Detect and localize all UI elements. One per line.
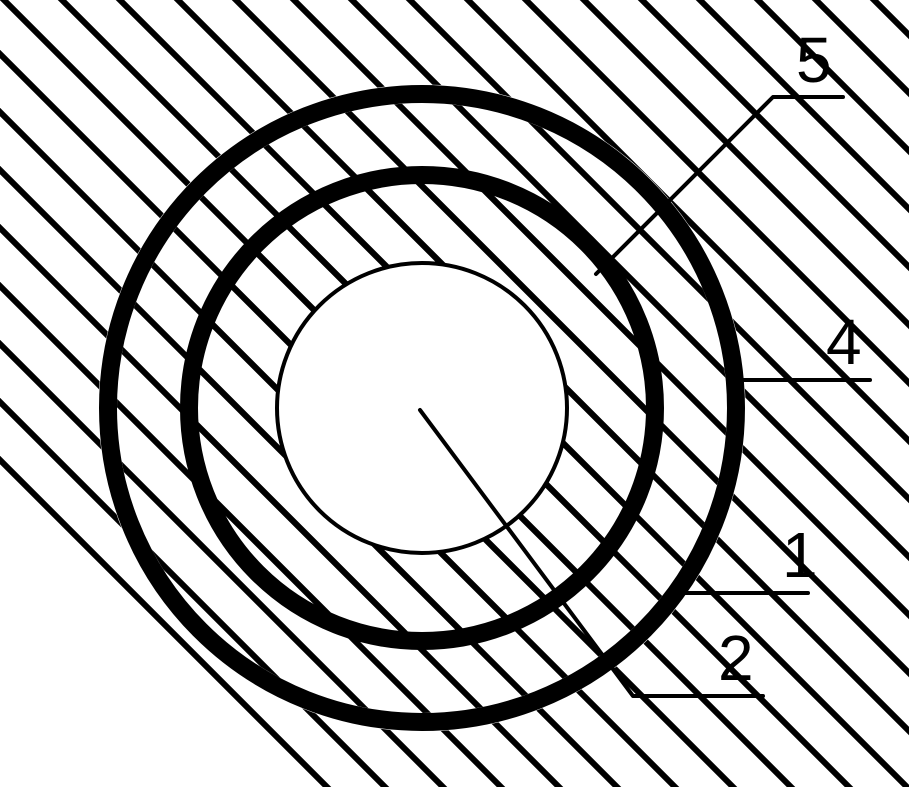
- inner-circle: [277, 263, 567, 553]
- label-1: 1: [782, 519, 818, 591]
- diagram-canvas: 5 4 1 2: [0, 0, 909, 787]
- label-2: 2: [718, 622, 754, 694]
- label-5: 5: [796, 24, 832, 96]
- label-4: 4: [826, 306, 862, 378]
